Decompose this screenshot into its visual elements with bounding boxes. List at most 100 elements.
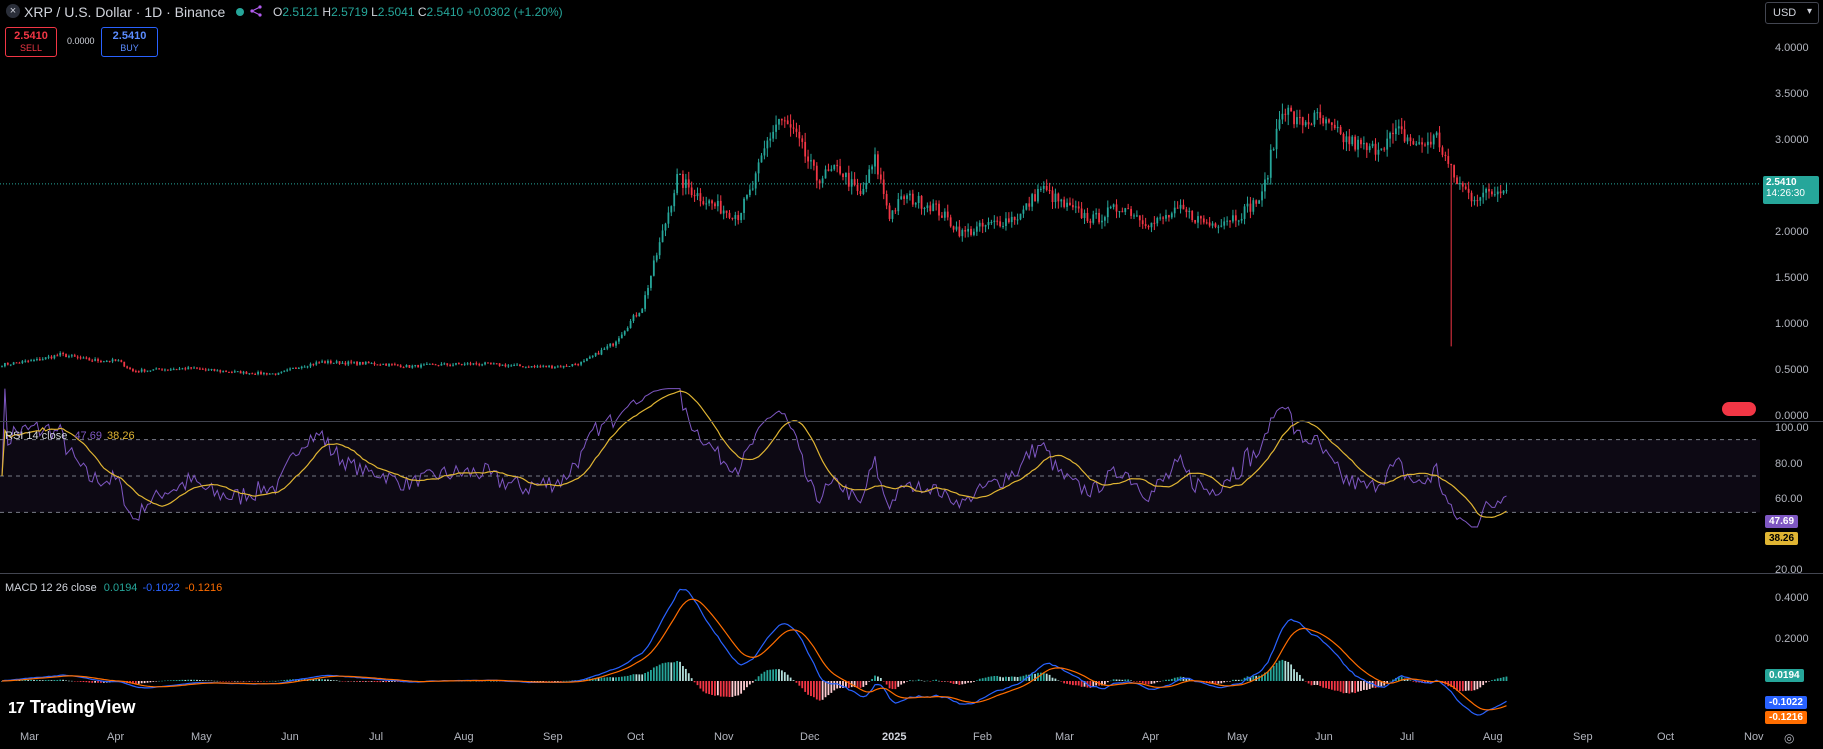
macd-hist-bar [251, 681, 254, 682]
candle-body [443, 363, 446, 365]
macd-hist-bar [973, 681, 975, 682]
macd-hist-bar [1464, 681, 1467, 691]
candle-body [606, 346, 609, 349]
macd-hist-bar [932, 680, 935, 681]
sell-button[interactable]: 2.5410 SELL [5, 27, 57, 57]
macd-hist-bar [714, 681, 716, 696]
market-status-icon[interactable] [236, 8, 244, 16]
symbol-title[interactable]: XRP / U.S. Dollar · 1D · Binance [24, 4, 226, 20]
candle-body [414, 364, 417, 366]
candle-body [702, 201, 705, 205]
macd-legend[interactable]: MACD 12 26 close 0.0194 -0.1022 -0.1216 [5, 582, 222, 594]
macd-hist-bar [757, 676, 760, 681]
macd-hist-bar [836, 681, 839, 689]
candle-body [152, 369, 155, 371]
candle-body [673, 193, 676, 207]
candle-body [824, 169, 827, 179]
candle-body [76, 356, 79, 358]
macd-hist-bar [964, 681, 967, 684]
macd-hist-bar [277, 680, 280, 682]
rsi-legend[interactable]: RSI 14 close 47.69 38.26 [5, 430, 135, 442]
time-tick: Apr [107, 731, 125, 743]
candle-body [318, 362, 321, 364]
buy-button[interactable]: 2.5410 BUY [101, 27, 158, 57]
candle-body [143, 369, 146, 372]
macd-hist-bar [987, 676, 990, 681]
macd-hist-bar [260, 681, 262, 682]
low-label: L [371, 5, 378, 19]
macd-hist-bar [1005, 676, 1007, 681]
macd-hist-bar [615, 677, 617, 681]
candle-body [1130, 208, 1132, 216]
candle-body [1339, 126, 1342, 134]
macd-hist-bar [172, 680, 175, 681]
candle-body [303, 366, 306, 368]
countdown: 14:26:30 [1766, 188, 1805, 199]
pane-separator[interactable] [0, 421, 1823, 422]
macd-hist-bar [655, 666, 658, 681]
low-value: 2.5041 [377, 5, 415, 19]
macd-hist-bar [536, 681, 539, 682]
macd-hist-bar [152, 681, 155, 682]
macd-hist-bar [635, 674, 638, 681]
candle-body [1112, 204, 1115, 207]
macd-hist-bar [356, 681, 358, 682]
sell-label: SELL [19, 43, 43, 53]
macd-hist-bar [699, 681, 702, 689]
time-tick: Sep [1573, 731, 1593, 743]
macd-hist-bar [1453, 681, 1455, 690]
macd-hist-bar [361, 681, 364, 682]
tradingview-logo[interactable]: 17 TradingView [8, 697, 136, 718]
candle-body [417, 364, 420, 368]
candle-body [402, 367, 405, 369]
candle-body [1162, 217, 1164, 219]
macd-hist-bar [1223, 681, 1226, 683]
candle-body [1005, 218, 1007, 227]
macd-hist-bar [647, 671, 649, 681]
macd-hist-bar [149, 681, 152, 683]
candle-body [1365, 143, 1368, 151]
pane-separator[interactable] [0, 573, 1823, 574]
close-icon[interactable]: × [6, 4, 20, 18]
time-tick: Aug [1483, 731, 1503, 743]
macd-hist-bar [478, 681, 481, 682]
buy-label: BUY [120, 43, 139, 53]
candle-body [321, 361, 323, 363]
share-icon[interactable] [250, 5, 262, 17]
settings-icon[interactable]: ◎ [1784, 731, 1795, 745]
candle-body [449, 364, 452, 366]
candle-body [1060, 199, 1063, 202]
macd-hist-bar [583, 679, 585, 681]
candle-body [746, 194, 748, 199]
macd-hist-bar [1496, 678, 1499, 681]
candle-body [469, 363, 472, 365]
candle-body [271, 373, 274, 375]
macd-hist-bar [1232, 679, 1234, 681]
candle-body [292, 367, 294, 369]
candle-body [504, 364, 507, 367]
candle-body [664, 223, 667, 231]
macd-hist-bar [1095, 681, 1098, 686]
macd-hist-bar [1499, 677, 1502, 681]
candle-body [778, 118, 780, 125]
macd-hist-bar [673, 662, 676, 681]
macd-hist-bar [166, 680, 169, 681]
candle-body [1150, 222, 1153, 228]
candle-body [1211, 223, 1214, 226]
candle-body [1173, 207, 1176, 214]
macd-hist-bar [1234, 679, 1237, 681]
candle-body [367, 361, 370, 364]
candle-body [382, 363, 385, 365]
macd-hist-bar [812, 681, 815, 698]
macd-hist-bar [1330, 681, 1333, 690]
macd-hist-bar [309, 679, 312, 681]
time-tick: Jul [1400, 731, 1415, 743]
candle-body [1127, 208, 1130, 210]
macd-hist-bar [929, 681, 932, 682]
currency-select[interactable]: USD ▾ [1765, 2, 1819, 24]
spread-value: 0.0000 [67, 36, 95, 46]
macd-hist-bar [30, 679, 32, 681]
macd-hist-bar [38, 680, 41, 681]
us-flag-icon[interactable] [1722, 402, 1756, 416]
